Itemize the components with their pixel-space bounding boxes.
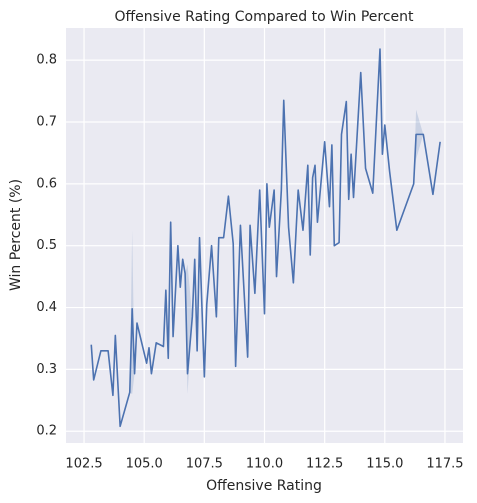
x-tick-label: 115.0 [366, 457, 403, 472]
y-tick-label: 0.6 [36, 176, 57, 191]
y-tick-label: 0.2 [36, 424, 57, 439]
confidence-band [413, 109, 424, 184]
line [90, 48, 441, 428]
y-axis-label: Win Percent (%) [8, 179, 24, 291]
marks [90, 48, 441, 428]
x-axis-label: Offensive Rating [206, 478, 322, 494]
y-tick-label: 0.7 [36, 115, 57, 130]
x-tick-label: 102.5 [65, 457, 102, 472]
y-tick-label: 0.4 [36, 300, 57, 315]
x-tick-label: 107.5 [186, 457, 223, 472]
x-tick-label: 112.5 [306, 457, 343, 472]
y-tick-label: 0.8 [36, 53, 57, 68]
x-tick-label: 105.0 [126, 457, 163, 472]
x-tick-label: 110.0 [246, 457, 283, 472]
y-tick-label: 0.5 [36, 238, 57, 253]
y-tick-label: 0.3 [36, 362, 57, 377]
x-tick-label: 117.5 [426, 457, 463, 472]
chart-title: Offensive Rating Compared to Win Percent [114, 9, 414, 25]
